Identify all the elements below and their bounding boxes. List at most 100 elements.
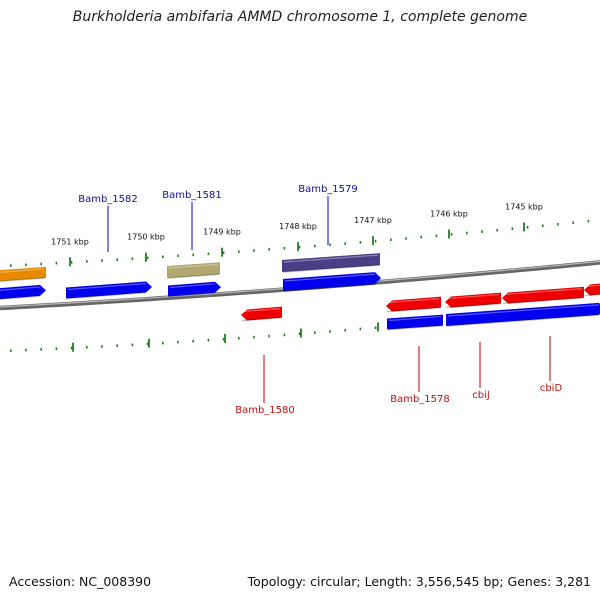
major-tick (221, 247, 223, 257)
major-tick (523, 222, 525, 232)
top-track-minor-tick (405, 237, 407, 240)
cds-minus (241, 306, 282, 321)
cds-plus (66, 281, 152, 299)
feature-khaki-shadow (167, 273, 220, 279)
bottom-track-minor-tick (25, 348, 27, 352)
top-track-minor-tick (587, 219, 590, 223)
cds-plus-shadow (0, 295, 41, 300)
cds-minus-shadow (502, 297, 584, 305)
bottom-track-minor-tick (283, 333, 286, 337)
gene-label: cbiD (540, 383, 563, 394)
bottom-track-minor-tick (344, 328, 346, 332)
top-track-minor-tick (40, 262, 42, 266)
bottom-track-minor-tick (177, 340, 179, 344)
gene-label: cbiJ (472, 390, 490, 401)
major-tick (372, 236, 374, 246)
cds-minus-shadow (241, 316, 282, 322)
bottom-track-minor-tick (146, 342, 149, 346)
cds-plus-lower-shadow (387, 324, 443, 331)
top-track-minor-tick (572, 221, 574, 225)
bottom-track-minor-tick (314, 331, 316, 334)
feature-orange (0, 266, 46, 282)
tick-label: 1751 kbp (51, 237, 89, 246)
gene-label: Bamb_1581 (162, 190, 222, 201)
top-track-minor-tick (450, 233, 453, 236)
tick-label: 1749 kbp (203, 228, 241, 237)
bottom-track-minor-tick (268, 334, 270, 338)
cds-minus-shadow (584, 293, 600, 297)
cds-plus (283, 272, 381, 291)
cds-minus-highlight (585, 284, 600, 288)
top-track-minor-tick (207, 252, 210, 256)
top-track-minor-tick (283, 247, 286, 250)
top-track-minor-tick (496, 228, 498, 232)
top-track-minor-tick (192, 253, 194, 257)
top-track-minor-tick (420, 235, 422, 239)
top-track-minor-tick (466, 231, 468, 235)
bottom-track-minor-tick (162, 341, 164, 345)
feature-purple-highlight (283, 254, 379, 263)
top-track-minor-tick (359, 241, 362, 244)
cds-minus (386, 296, 441, 312)
cds-plus-lower-shadow (446, 314, 600, 327)
cds-plus-lower-highlight (447, 304, 600, 317)
chart-title: Burkholderia ambifaria AMMD chromosome 1… (72, 9, 528, 25)
bottom-track-minor-tick (374, 326, 377, 329)
top-track-minor-tick (177, 254, 179, 258)
feature-khaki (167, 262, 220, 278)
cds-minus-highlight (503, 288, 583, 296)
cds-plus-lower (446, 302, 600, 326)
top-track-minor-tick (268, 248, 270, 251)
cds-plus (0, 284, 46, 300)
top-track-minor-tick (314, 244, 316, 248)
gene-label: Bamb_1579 (298, 184, 358, 195)
gene-label: Bamb_1582 (78, 194, 138, 205)
feature-purple (282, 253, 380, 272)
bottom-track-minor-tick (70, 346, 73, 350)
top-track-minor-tick (298, 245, 301, 249)
topology-label: Topology: circular; Length: 3,556,545 bp… (247, 574, 591, 589)
accession-label: Accession: NC_008390 (9, 574, 152, 589)
tick-label: 1746 kbp (430, 209, 468, 218)
tick-label: 1747 kbp (354, 216, 392, 225)
major-tick (300, 328, 302, 338)
top-track-minor-tick (10, 264, 12, 267)
cds-plus-highlight (169, 283, 216, 289)
cds-minus-highlight (242, 308, 281, 313)
cds-plus-lower-highlight (388, 315, 442, 322)
top-track-minor-tick (162, 255, 164, 259)
major-tick (377, 322, 379, 332)
cds-minus (502, 286, 584, 304)
bottom-track-minor-tick (238, 336, 240, 340)
top-track-minor-tick (222, 251, 225, 255)
tick-label: 1745 kbp (505, 202, 543, 211)
top-track-minor-tick (557, 222, 559, 226)
bottom-track-minor-tick (40, 348, 42, 351)
feature-purple-shadow (282, 264, 380, 273)
major-tick (148, 338, 150, 348)
bottom-track-minor-tick (10, 349, 12, 352)
top-track-minor-tick (390, 238, 392, 242)
bottom-track-minor-tick (222, 337, 225, 341)
bottom-track-minor-tick (207, 338, 210, 342)
cds-plus-lower (387, 314, 443, 330)
cds-plus-shadow (168, 292, 216, 298)
top-track-minor-tick (86, 260, 88, 263)
gene-label: Bamb_1580 (235, 405, 295, 416)
feature-khaki-highlight (168, 263, 219, 269)
major-tick (448, 229, 450, 239)
feature-orange-shadow (0, 277, 46, 282)
cds-minus-shadow (445, 302, 501, 309)
feature-orange-highlight (0, 268, 45, 273)
cds-minus-shadow (386, 306, 441, 313)
major-tick (72, 342, 74, 352)
top-track-minor-tick (542, 224, 544, 228)
gene-label: Bamb_1578 (390, 394, 450, 405)
top-track-minor-tick (526, 225, 529, 229)
top-track-minor-tick (344, 242, 346, 245)
top-track-minor-tick (253, 249, 255, 252)
cds-plus (168, 281, 221, 297)
cds-plus-highlight (67, 282, 147, 291)
bottom-track-minor-tick (116, 344, 118, 347)
